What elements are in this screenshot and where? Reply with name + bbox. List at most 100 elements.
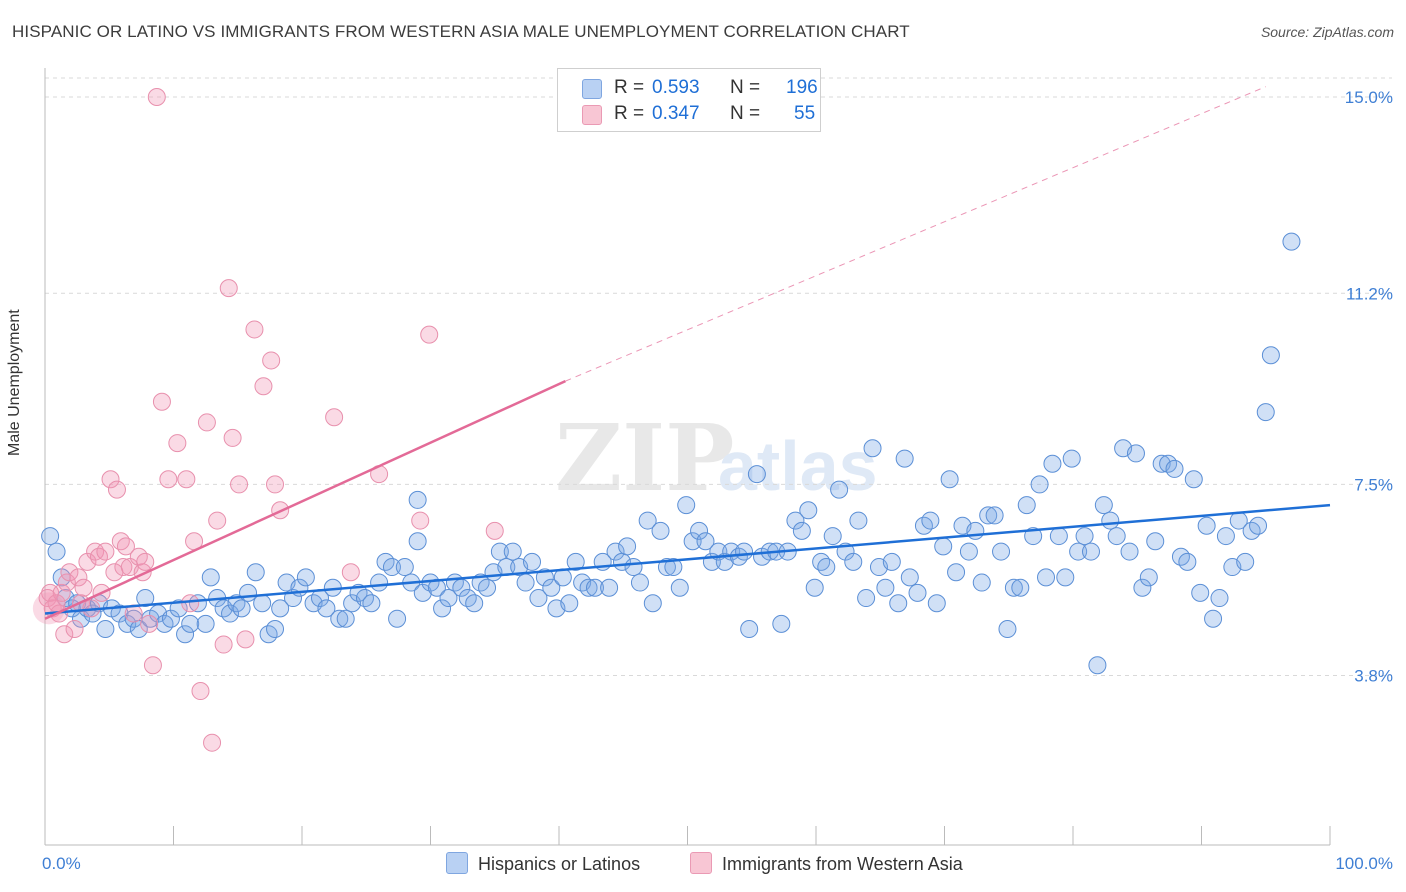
data-point-western-asia <box>245 320 264 339</box>
data-point-hispanic <box>651 521 670 540</box>
data-point-western-asia <box>168 434 187 453</box>
data-point-hispanic <box>1017 496 1036 515</box>
data-point-hispanic <box>181 614 200 633</box>
data-point-hispanic <box>1139 568 1158 587</box>
legend-r-value-blue: 0.593 <box>652 77 700 98</box>
data-point-hispanic <box>1037 568 1056 587</box>
legend-swatch-blue <box>582 79 602 99</box>
data-point-hispanic <box>523 552 542 571</box>
data-point-hispanic <box>1261 346 1280 365</box>
data-point-hispanic <box>579 578 598 597</box>
data-point-western-asia <box>147 88 166 106</box>
data-point-hispanic <box>1088 656 1107 675</box>
data-point-hispanic <box>239 583 258 602</box>
data-point-hispanic <box>395 558 414 577</box>
data-point-hispanic <box>882 552 901 571</box>
bottom-legend-blue: Hispanics or Latinos <box>446 852 640 875</box>
data-point-hispanic <box>921 511 940 530</box>
data-point-hispanic <box>600 578 619 597</box>
data-point-western-asia <box>111 532 130 551</box>
data-point-western-asia <box>325 408 344 427</box>
data-point-hispanic <box>41 527 60 546</box>
data-point-western-asia <box>101 470 120 489</box>
data-point-hispanic <box>985 506 1004 525</box>
data-point-hispanic <box>1081 542 1100 561</box>
data-point-hispanic <box>336 609 355 628</box>
data-point-western-asia <box>219 279 238 298</box>
data-point-hispanic <box>1282 232 1301 251</box>
data-point-hispanic <box>516 573 535 592</box>
bottom-legend-swatch-pink <box>690 852 712 874</box>
data-point-western-asia <box>116 537 135 556</box>
data-point-hispanic <box>817 558 836 577</box>
data-point-hispanic <box>136 589 155 608</box>
data-point-western-asia <box>223 428 242 447</box>
data-point-hispanic <box>624 558 643 577</box>
data-point-western-asia <box>203 733 222 752</box>
data-point-western-asia <box>57 573 76 592</box>
data-point-western-asia <box>38 589 57 608</box>
data-point-hispanic <box>908 583 927 602</box>
data-point-hispanic <box>696 532 715 551</box>
data-point-hispanic <box>110 604 129 623</box>
data-point-western-asia <box>266 475 285 494</box>
data-point-western-asia <box>114 558 133 577</box>
data-point-hispanic <box>1236 552 1255 571</box>
data-point-hispanic <box>606 542 625 561</box>
data-point-hispanic <box>1101 511 1120 530</box>
bottom-legend-swatch-blue <box>446 852 468 874</box>
y-tick-label: 15.0% <box>1345 88 1393 107</box>
data-point-hispanic <box>1043 454 1062 473</box>
data-point-western-asia <box>177 470 196 489</box>
data-point-hispanic <box>812 552 831 571</box>
data-point-western-asia <box>107 480 126 499</box>
y-tick-label: 3.8% <box>1354 667 1393 686</box>
data-point-hispanic <box>1011 578 1030 597</box>
correlation-legend: R = 0.593 N = 196 R = 0.347 N = 55 <box>557 68 821 132</box>
data-point-hispanic <box>849 511 868 530</box>
watermark-atlas: atlas <box>718 427 878 505</box>
data-point-hispanic <box>408 532 427 551</box>
data-point-western-asia <box>52 583 71 602</box>
legend-n-value-blue: 196 <box>786 77 818 98</box>
data-point-hispanic <box>677 496 696 515</box>
data-point-hispanic <box>792 521 811 540</box>
data-point-hispanic <box>927 594 946 613</box>
data-point-hispanic <box>747 465 766 484</box>
data-point-hispanic <box>408 490 427 509</box>
data-point-western-asia <box>214 635 233 654</box>
data-point-hispanic <box>740 620 759 639</box>
data-point-western-asia <box>181 594 200 613</box>
data-point-western-asia <box>254 377 273 396</box>
data-point-hispanic <box>895 449 914 468</box>
data-point-hispanic <box>490 542 509 561</box>
data-point-hispanic <box>1204 609 1223 628</box>
data-point-hispanic <box>1075 527 1094 546</box>
bottom-legend-label-pink: Immigrants from Western Asia <box>722 854 963 874</box>
data-point-western-asia <box>60 563 79 582</box>
data-point-hispanic <box>1216 527 1235 546</box>
data-point-hispanic <box>959 542 978 561</box>
data-point-hispanic <box>683 532 702 551</box>
data-point-western-asia <box>262 351 281 370</box>
data-point-hispanic <box>1178 552 1197 571</box>
data-point-hispanic <box>618 537 637 556</box>
data-point-hispanic <box>1184 470 1203 489</box>
data-point-hispanic <box>735 542 754 561</box>
data-point-hispanic <box>330 609 349 628</box>
data-point-hispanic <box>1107 527 1126 546</box>
data-point-hispanic <box>535 568 554 587</box>
data-point-hispanic <box>690 521 709 540</box>
data-point-hispanic <box>1056 568 1075 587</box>
legend-swatch-pink <box>582 105 602 125</box>
data-point-hispanic <box>503 542 522 561</box>
data-point-hispanic <box>979 506 998 525</box>
data-point-hispanic <box>1004 578 1023 597</box>
data-point-hispanic <box>585 578 604 597</box>
data-point-western-asia <box>208 511 227 530</box>
data-point-hispanic <box>876 578 895 597</box>
data-point-hispanic <box>271 599 290 618</box>
data-point-hispanic <box>664 558 683 577</box>
data-point-hispanic <box>1069 542 1088 561</box>
